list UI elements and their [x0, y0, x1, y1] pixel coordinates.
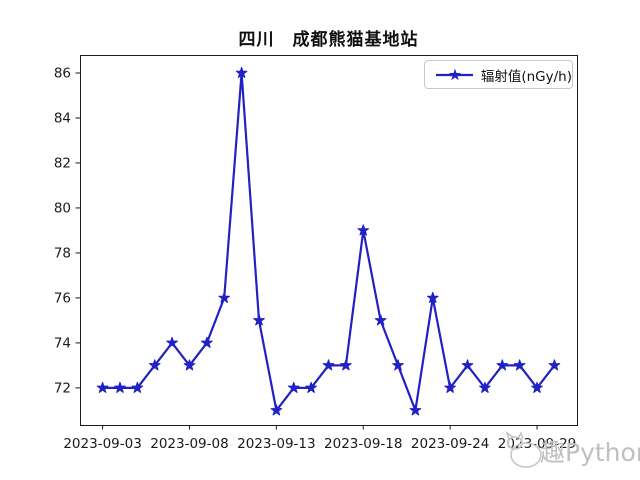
y-tick-label: 84: [54, 110, 71, 126]
x-tick-label: 2023-09-03: [63, 436, 141, 452]
data-point-marker: [357, 224, 370, 236]
star-marker-icon: [448, 68, 462, 80]
x-tick-label: 2023-09-13: [237, 436, 315, 452]
y-tick-label: 74: [54, 335, 71, 351]
data-point-marker: [131, 381, 144, 393]
data-point-marker: [461, 359, 474, 371]
y-tick-label: 86: [54, 65, 71, 81]
chart-title: 四川 成都熊猫基地站: [238, 30, 419, 50]
data-point-marker: [287, 381, 300, 393]
data-point-marker: [114, 381, 126, 393]
data-point-marker: [444, 381, 456, 393]
x-tick-label: 2023-09-24: [411, 436, 489, 452]
axis-frame: [80, 55, 578, 426]
data-point-marker: [201, 336, 213, 348]
legend-label: 辐射值(nGy/h): [480, 68, 572, 85]
data-point-marker: [183, 359, 196, 371]
data-point-marker: [148, 359, 161, 371]
data-point-marker: [513, 359, 526, 371]
data-point-marker: [322, 359, 335, 371]
data-point-marker: [426, 291, 439, 303]
data-point-marker: [531, 381, 543, 393]
data-point-marker: [270, 404, 283, 416]
data-point-marker: [479, 381, 491, 393]
y-tick-label: 78: [54, 245, 71, 261]
data-point-marker: [235, 66, 248, 79]
legend-marker-icon: [436, 68, 473, 80]
data-point-marker: [409, 404, 422, 416]
x-tick-label: 2023-09-08: [150, 436, 228, 452]
data-point-marker: [374, 314, 387, 326]
data-point-marker: [96, 381, 109, 393]
legend: 辐射值(nGy/h): [424, 60, 573, 89]
data-point-marker: [392, 359, 404, 371]
data-point-marker: [253, 314, 265, 326]
data-point-marker: [548, 359, 561, 371]
data-point-marker: [496, 359, 509, 371]
y-tick-label: 82: [54, 155, 71, 171]
y-tick-label: 72: [54, 380, 71, 396]
data-point-marker: [166, 336, 178, 348]
y-tick-label: 80: [54, 200, 71, 216]
y-tick-label: 76: [54, 290, 71, 306]
x-tick-label: 2023-09-29: [498, 436, 576, 452]
data-point-marker: [305, 381, 317, 393]
data-point-marker: [340, 359, 352, 371]
data-point-marker: [218, 291, 231, 303]
x-tick-label: 2023-09-18: [324, 436, 402, 452]
